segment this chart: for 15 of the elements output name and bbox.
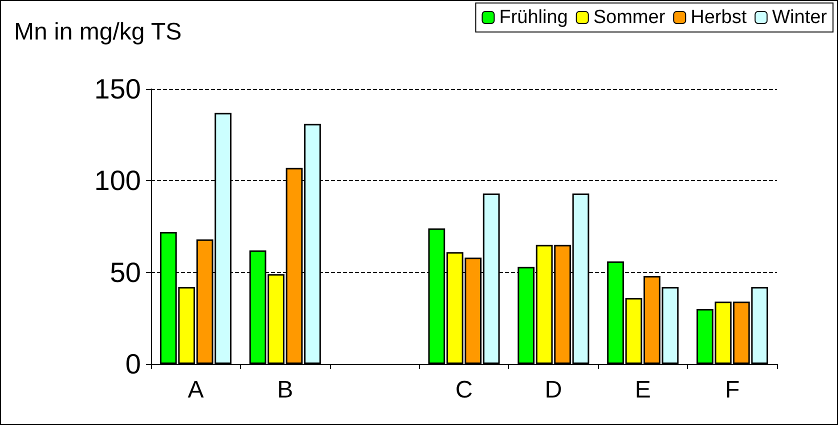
x-tick-label: F bbox=[724, 376, 740, 404]
x-tick-label: C bbox=[455, 376, 473, 404]
x-tick-label: B bbox=[277, 376, 294, 404]
legend-label: Herbst bbox=[690, 7, 748, 28]
y-tick-label: 50 bbox=[110, 256, 141, 288]
legend-label: Frühling bbox=[499, 7, 568, 28]
legend-label: Sommer bbox=[593, 7, 666, 28]
y-tick-label: 100 bbox=[94, 165, 141, 196]
y-tick-label: 150 bbox=[94, 74, 141, 104]
x-tick-label: A bbox=[188, 376, 204, 404]
x-tick-label: D bbox=[544, 376, 562, 404]
y-tick-label: 0 bbox=[125, 348, 141, 380]
x-tick-label: E bbox=[634, 376, 651, 404]
y-axis-title: Mn in mg/kg TS bbox=[14, 18, 182, 46]
legend-label: Winter bbox=[772, 7, 828, 28]
